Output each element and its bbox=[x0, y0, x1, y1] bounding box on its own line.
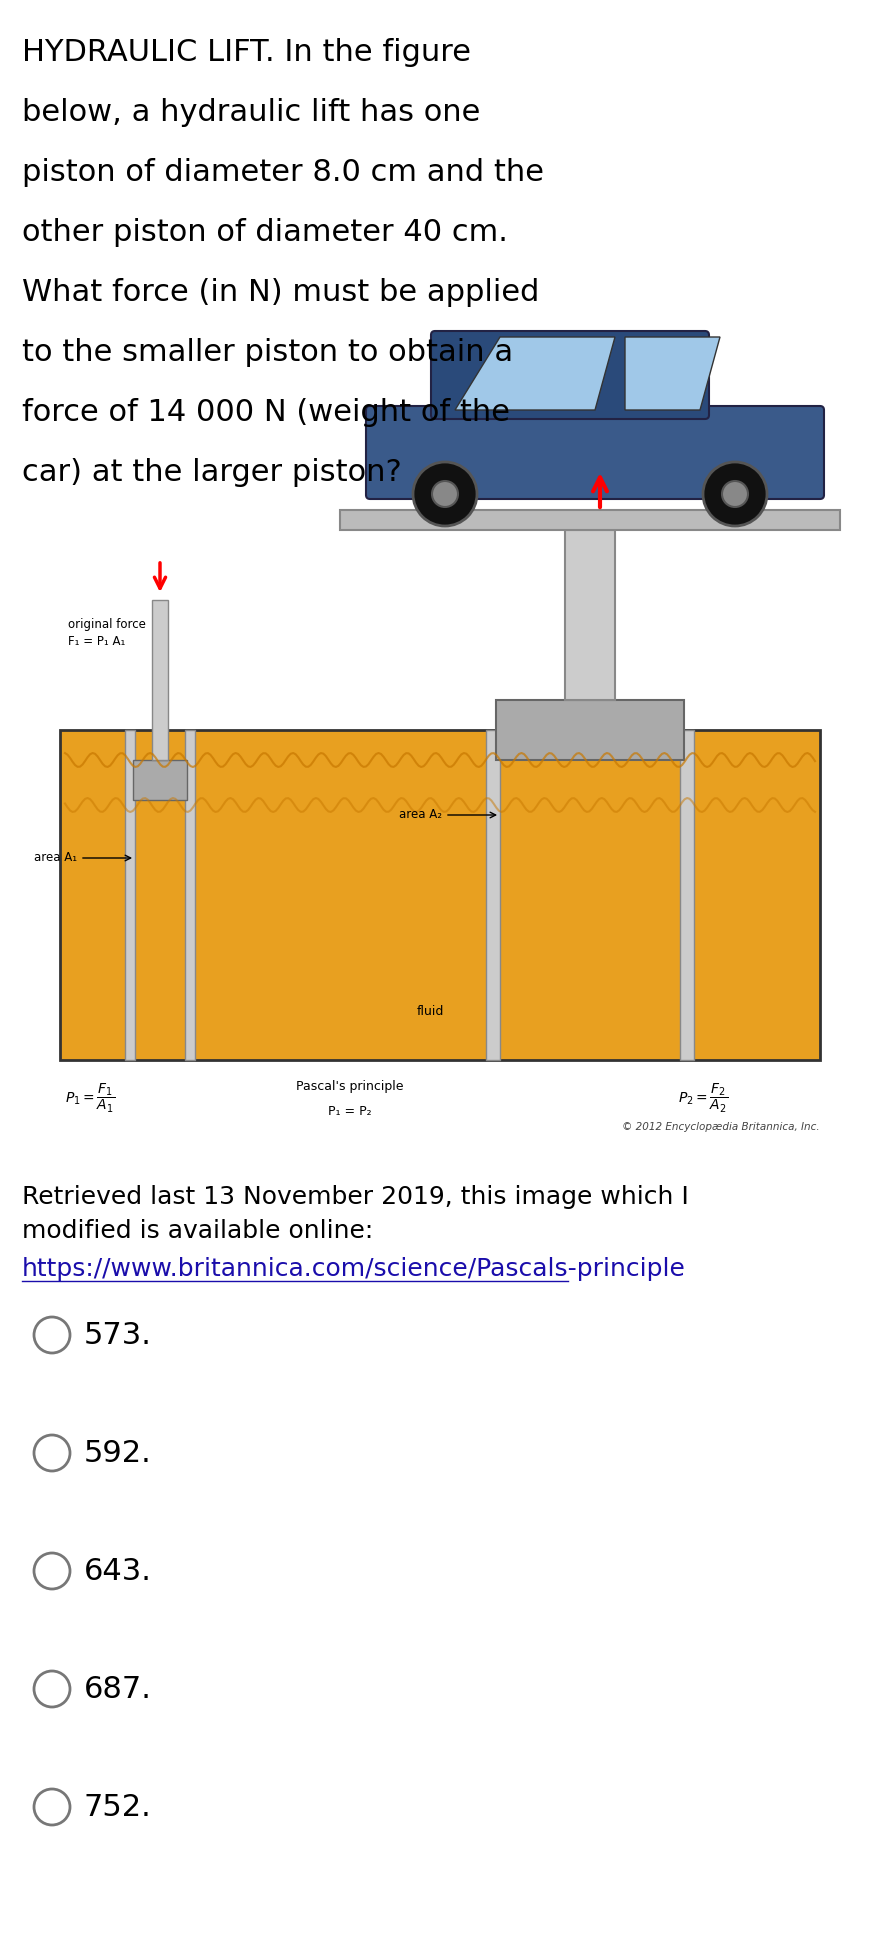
Circle shape bbox=[432, 482, 458, 507]
Bar bbox=[680, 729, 694, 1060]
Polygon shape bbox=[625, 337, 720, 410]
Text: What force (in N) must be applied: What force (in N) must be applied bbox=[22, 278, 539, 308]
Text: 687.: 687. bbox=[84, 1675, 152, 1704]
Text: F₁ = P₁ A₁: F₁ = P₁ A₁ bbox=[68, 634, 125, 648]
Circle shape bbox=[413, 462, 477, 526]
Text: Retrieved last 13 November 2019, this image which I: Retrieved last 13 November 2019, this im… bbox=[22, 1186, 689, 1209]
Text: modified is available online:: modified is available online: bbox=[22, 1218, 374, 1244]
Text: HYDRAULIC LIFT. In the figure: HYDRAULIC LIFT. In the figure bbox=[22, 39, 471, 68]
Text: force of 14 000 N (weight of the: force of 14 000 N (weight of the bbox=[22, 398, 510, 427]
Bar bbox=[496, 700, 684, 760]
Bar bbox=[133, 760, 187, 801]
Bar bbox=[185, 729, 195, 1060]
FancyBboxPatch shape bbox=[366, 406, 824, 499]
Text: $P_2 = \dfrac{F_2}{A_2}$: $P_2 = \dfrac{F_2}{A_2}$ bbox=[678, 1081, 728, 1116]
Text: 592.: 592. bbox=[84, 1439, 152, 1468]
Bar bbox=[152, 600, 168, 760]
Text: $P_1 = \dfrac{F_1}{A_1}$: $P_1 = \dfrac{F_1}{A_1}$ bbox=[65, 1081, 115, 1116]
Bar bbox=[125, 729, 135, 1060]
Circle shape bbox=[703, 462, 767, 526]
Text: 573.: 573. bbox=[84, 1321, 152, 1350]
Polygon shape bbox=[455, 337, 615, 410]
Text: other piston of diameter 40 cm.: other piston of diameter 40 cm. bbox=[22, 219, 508, 248]
Circle shape bbox=[722, 482, 748, 507]
Text: car) at the larger piston?: car) at the larger piston? bbox=[22, 458, 401, 487]
Text: fluid: fluid bbox=[417, 1006, 443, 1017]
Text: below, a hydraulic lift has one: below, a hydraulic lift has one bbox=[22, 99, 480, 128]
Text: to the smaller piston to obtain a: to the smaller piston to obtain a bbox=[22, 338, 513, 367]
Text: original force: original force bbox=[68, 619, 146, 630]
FancyBboxPatch shape bbox=[431, 331, 709, 420]
Text: https://www.britannica.com/science/Pascals-principle: https://www.britannica.com/science/Pasca… bbox=[22, 1257, 686, 1280]
Text: area A₂: area A₂ bbox=[399, 808, 442, 822]
Bar bbox=[565, 530, 615, 700]
Bar bbox=[60, 729, 820, 1060]
Text: area A₁: area A₁ bbox=[34, 851, 77, 864]
Bar bbox=[340, 511, 840, 530]
Text: © 2012 Encyclopædia Britannica, Inc.: © 2012 Encyclopædia Britannica, Inc. bbox=[622, 1122, 820, 1131]
Text: P₁ = P₂: P₁ = P₂ bbox=[328, 1104, 372, 1118]
Text: piston of diameter 8.0 cm and the: piston of diameter 8.0 cm and the bbox=[22, 159, 544, 188]
Text: Pascal's principle: Pascal's principle bbox=[296, 1079, 404, 1093]
Text: 752.: 752. bbox=[84, 1793, 152, 1822]
Bar bbox=[486, 729, 500, 1060]
Text: 643.: 643. bbox=[84, 1557, 152, 1586]
